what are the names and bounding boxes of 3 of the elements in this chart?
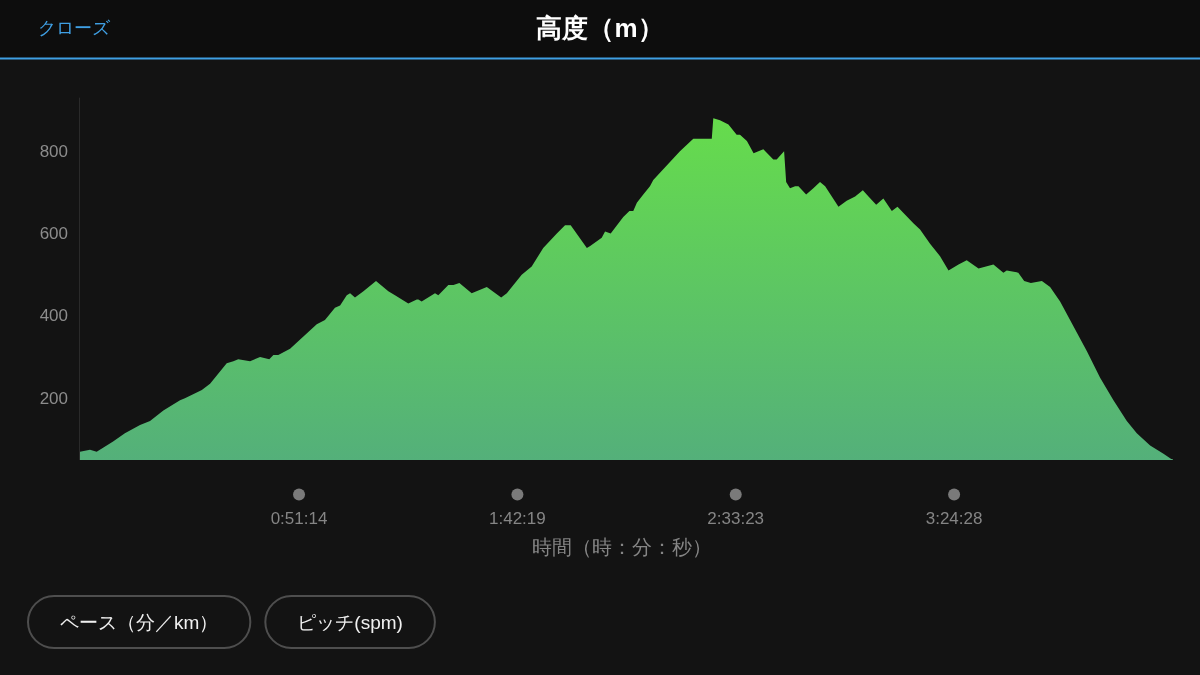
xlabel: 時間（時：分：秒） (532, 536, 712, 558)
close-control: クローズ (38, 18, 110, 38)
title: 高度（m） (536, 13, 664, 43)
